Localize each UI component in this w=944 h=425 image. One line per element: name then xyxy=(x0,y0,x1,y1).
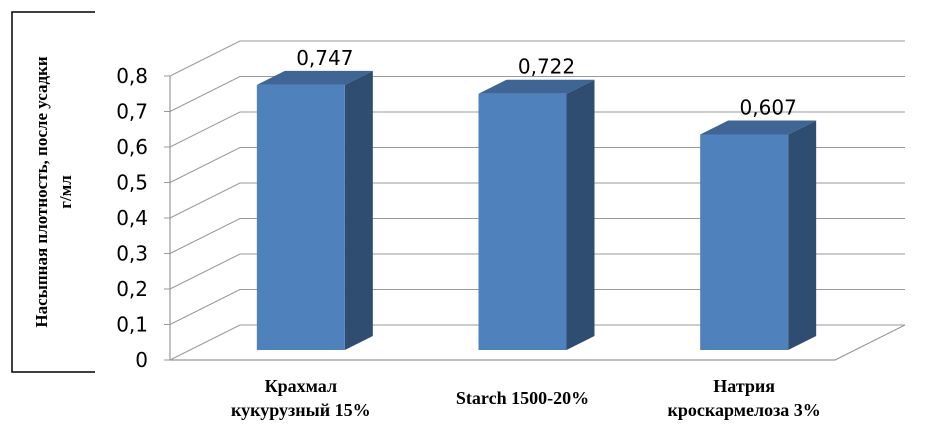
bar xyxy=(256,70,373,350)
grid-line xyxy=(169,289,905,325)
bar-top xyxy=(700,120,817,135)
x-tick-label: Натрия кроскармелоза 3% xyxy=(668,376,821,420)
y-tick-label: 0,3 xyxy=(116,242,148,266)
bar xyxy=(478,79,595,350)
grid-line xyxy=(169,76,905,112)
bar-side xyxy=(344,70,373,350)
y-tick-label: 0,4 xyxy=(116,206,148,230)
label-box xyxy=(11,11,95,373)
y-tick-label: 0,5 xyxy=(116,171,148,195)
bar-side xyxy=(788,120,817,350)
x-tick-label: Starch 1500-20% xyxy=(456,388,589,408)
bar-front xyxy=(256,84,345,350)
grid-line xyxy=(169,147,905,183)
data-label: 0,722 xyxy=(518,55,575,79)
grid-line xyxy=(169,111,905,148)
y-tick-label: 0,2 xyxy=(116,277,148,301)
grid-line xyxy=(169,40,905,77)
y-tick-label: 0 xyxy=(135,348,148,372)
grid-line xyxy=(169,324,905,361)
y-axis-label: Насыпная плотность, после усадки г/мл xyxy=(32,56,75,328)
x-tick-label: Крахмал кукурузный 15% xyxy=(231,376,371,420)
data-label: 0,607 xyxy=(740,96,797,120)
bar xyxy=(700,120,817,350)
bar-top xyxy=(478,79,595,94)
grid-line xyxy=(169,218,905,254)
y-tick-label: 0,7 xyxy=(116,100,148,124)
bar-top xyxy=(256,70,373,85)
y-tick-label: 0,6 xyxy=(116,135,148,159)
grid-line xyxy=(169,182,905,219)
y-tick-label: 0,8 xyxy=(116,64,148,88)
grid-line xyxy=(169,253,905,290)
data-label: 0,747 xyxy=(296,46,353,70)
bar-front xyxy=(478,93,567,350)
bar-front xyxy=(700,134,789,350)
floor xyxy=(170,324,906,361)
bar-side xyxy=(566,79,595,350)
y-tick-label: 0,1 xyxy=(116,313,148,337)
